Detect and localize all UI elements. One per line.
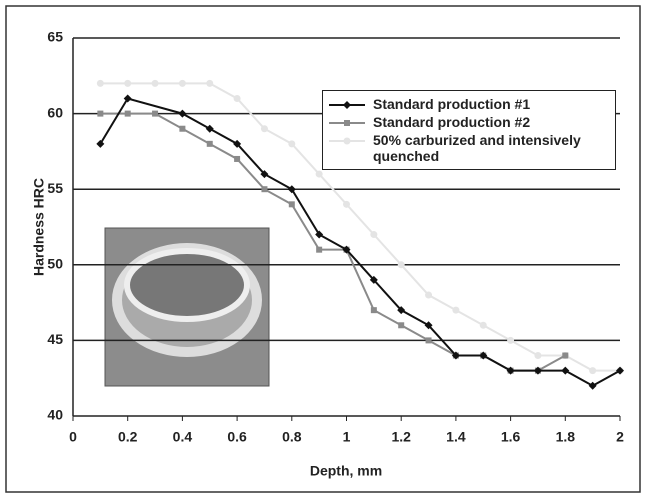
- point: [123, 94, 132, 103]
- point: [234, 155, 241, 162]
- x-tick-label: 0.6: [227, 429, 247, 445]
- point: [397, 306, 406, 315]
- y-tick-label: 50: [47, 256, 63, 272]
- point: [315, 170, 323, 178]
- point: [261, 186, 268, 193]
- y-tick-label: 65: [47, 29, 63, 45]
- x-tick-label: 2: [616, 429, 624, 445]
- point: [424, 321, 433, 330]
- point: [205, 124, 214, 133]
- point: [370, 231, 378, 239]
- point: [616, 366, 624, 375]
- legend-entry: 50% carburized and intensively quenched: [327, 132, 611, 164]
- point: [342, 245, 351, 254]
- point: [370, 307, 377, 314]
- point: [124, 79, 132, 87]
- point: [206, 79, 214, 87]
- inset-photo: [104, 227, 270, 387]
- point: [260, 125, 268, 133]
- point: [316, 246, 323, 253]
- series-line: [100, 82, 620, 372]
- legend: Standard production #1 Standard productio…: [322, 90, 616, 170]
- point: [398, 322, 405, 329]
- frame: [5, 5, 641, 493]
- point: [288, 201, 295, 208]
- point: [561, 366, 570, 375]
- point: [97, 110, 104, 117]
- point: [124, 110, 131, 117]
- x-tick-label: 0.4: [173, 429, 193, 445]
- y-tick-label: 60: [47, 104, 63, 120]
- legend-label: Standard production #2: [373, 114, 531, 130]
- legend-swatch: [329, 101, 365, 109]
- point: [425, 291, 433, 299]
- point: [397, 261, 405, 269]
- legend-marker: [343, 101, 351, 109]
- legend-label: Standard production #1: [373, 96, 531, 112]
- x-tick-label: 0.2: [118, 429, 138, 445]
- point: [479, 321, 487, 329]
- point: [452, 306, 460, 314]
- point: [507, 336, 515, 344]
- y-tick-label: 45: [47, 331, 63, 347]
- point: [533, 366, 542, 375]
- point: [152, 110, 159, 117]
- legend-entry: Standard production #1: [327, 96, 611, 112]
- x-tick-label: 1.8: [556, 429, 576, 445]
- legend-entry: Standard production #2: [327, 114, 611, 130]
- point: [206, 140, 213, 147]
- point: [96, 139, 105, 148]
- x-tick-label: 1.2: [391, 429, 411, 445]
- x-tick-label: 0: [69, 429, 77, 445]
- point: [151, 79, 159, 87]
- point: [260, 170, 269, 179]
- y-tick-label: 40: [47, 407, 63, 423]
- x-tick-label: 1.4: [446, 429, 466, 445]
- point: [288, 140, 296, 148]
- legend-swatch: [329, 137, 365, 145]
- legend-swatch: [329, 120, 365, 126]
- y-axis-title: Hardness HRC: [31, 178, 47, 276]
- point: [451, 351, 460, 360]
- point: [369, 275, 378, 284]
- x-tick-label: 1: [343, 429, 351, 445]
- point: [233, 94, 241, 102]
- point: [425, 337, 432, 344]
- point: [562, 352, 569, 359]
- point: [178, 79, 186, 87]
- point: [343, 200, 350, 208]
- point: [588, 381, 597, 390]
- point: [178, 109, 187, 118]
- point: [506, 366, 515, 375]
- point: [534, 352, 542, 360]
- legend-label: 50% carburized and intensively quenched: [373, 132, 581, 164]
- legend-marker: [344, 120, 350, 126]
- point: [589, 367, 597, 375]
- point: [233, 139, 242, 148]
- point: [479, 351, 488, 360]
- x-tick-label: 1.6: [501, 429, 521, 445]
- point: [96, 79, 104, 87]
- point: [315, 230, 324, 239]
- legend-marker: [343, 137, 351, 145]
- point: [179, 125, 186, 132]
- y-tick-label: 55: [47, 180, 63, 196]
- x-tick-label: 0.8: [282, 429, 302, 445]
- x-axis-title: Depth, mm: [310, 463, 382, 479]
- point: [287, 185, 296, 194]
